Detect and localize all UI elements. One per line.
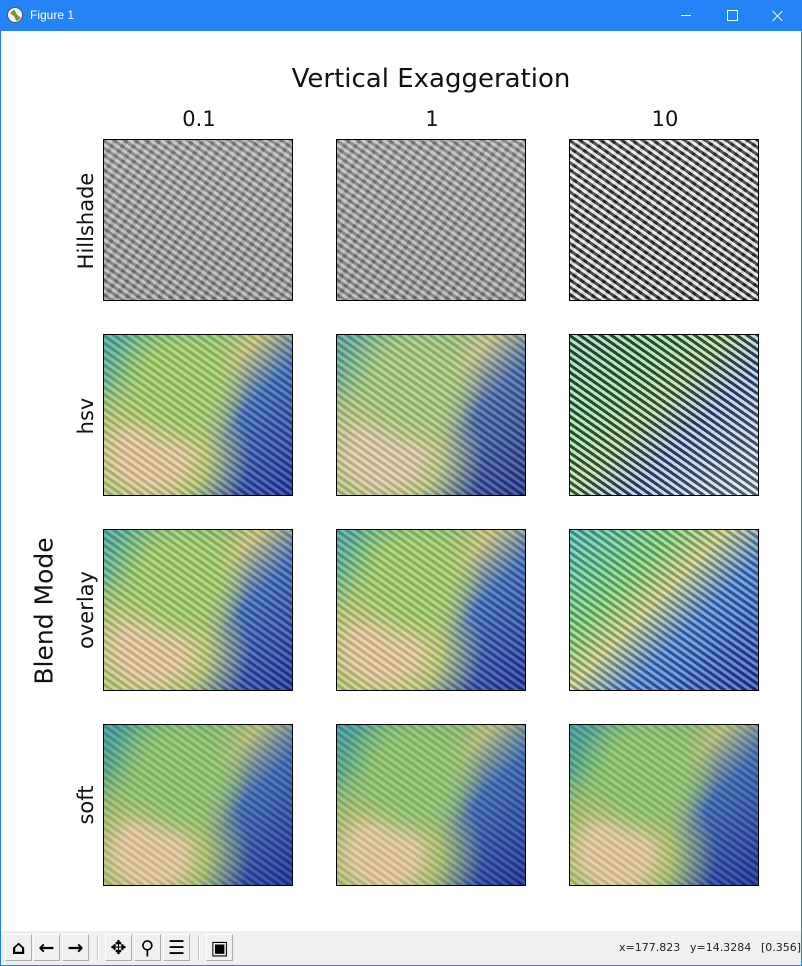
figure-suptitle: Vertical Exaggeration	[291, 64, 571, 94]
forward-button[interactable]: →	[62, 934, 89, 961]
save-button[interactable]: ▣	[206, 934, 233, 961]
toolbar-separator	[97, 936, 99, 960]
blend-mode-label: Blend Mode	[29, 537, 59, 685]
column-title-1: 1	[425, 107, 439, 131]
toolbar-separator	[198, 936, 200, 960]
close-icon	[772, 10, 784, 22]
sliders-icon: ☰	[167, 936, 186, 959]
back-arrow-icon: ←	[38, 936, 55, 959]
pan-move-icon: ✥	[110, 936, 127, 959]
cursor-x-coordinate: x=177.823	[619, 941, 681, 954]
row-label-hillshade: Hillshade	[74, 172, 98, 270]
window-title: Figure 1	[30, 8, 75, 22]
panel-hillshade-0.1[interactable]	[103, 139, 293, 301]
panel-overlay-1[interactable]	[336, 529, 526, 691]
panel-overlay-0.1[interactable]	[103, 529, 293, 691]
configure-subplots-button[interactable]: ☰	[163, 934, 190, 961]
navigation-toolbar: ⌂ ← → ✥ ⚲ ☰ ▣ x=177.823 y=14.3284 [0.356…	[1, 931, 801, 965]
cursor-y-coordinate: y=14.3284	[690, 941, 752, 954]
home-button[interactable]: ⌂	[5, 934, 32, 961]
cursor-pixel-value: [0.356]	[761, 941, 802, 954]
close-button[interactable]	[755, 0, 801, 31]
title-bar[interactable]: Figure 1	[0, 0, 802, 31]
panel-soft-0.1[interactable]	[103, 724, 293, 886]
panel-hsv-0.1[interactable]	[103, 334, 293, 496]
floppy-disk-icon: ▣	[210, 936, 229, 959]
minimize-icon	[681, 15, 691, 16]
panel-soft-10[interactable]	[569, 724, 759, 886]
pan-button[interactable]: ✥	[105, 934, 132, 961]
row-label-soft: soft	[74, 785, 98, 825]
panel-hillshade-10[interactable]	[569, 139, 759, 301]
minimize-button[interactable]	[663, 0, 709, 31]
back-button[interactable]: ←	[33, 934, 60, 961]
panel-hillshade-1[interactable]	[336, 139, 526, 301]
panel-hsv-10[interactable]	[569, 334, 759, 496]
column-title-0.1: 0.1	[182, 107, 216, 131]
panel-soft-1[interactable]	[336, 724, 526, 886]
panel-overlay-10[interactable]	[569, 529, 759, 691]
zoom-button[interactable]: ⚲	[134, 934, 161, 961]
maximize-icon	[726, 10, 738, 21]
row-label-hsv: hsv	[74, 397, 98, 435]
maximize-button[interactable]	[709, 0, 755, 31]
home-icon: ⌂	[11, 936, 26, 959]
row-label-overlay: overlay	[74, 571, 98, 649]
magnifier-icon: ⚲	[140, 936, 155, 959]
panel-hsv-1[interactable]	[336, 334, 526, 496]
column-title-10: 10	[651, 107, 679, 131]
matplotlib-app-icon	[7, 7, 23, 23]
forward-arrow-icon: →	[67, 936, 84, 959]
